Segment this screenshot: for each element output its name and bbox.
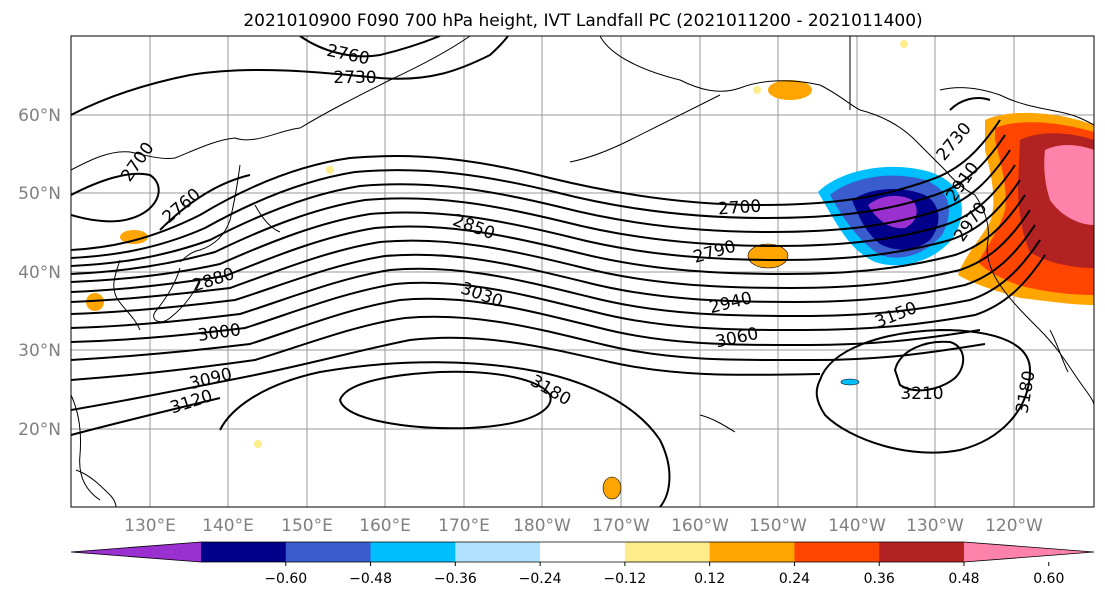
lon-tick: 160°W bbox=[671, 516, 729, 536]
contour-label: 2700 bbox=[717, 197, 762, 220]
colorbar-tick-label: −0.60 bbox=[264, 571, 307, 587]
colorbar-segment bbox=[285, 542, 372, 562]
colorbar-tick-label: −0.48 bbox=[349, 571, 392, 587]
latitude-axis: 60°N 50°N 40°N 30°N 20°N bbox=[18, 106, 61, 440]
colorbar-segment bbox=[201, 542, 287, 562]
lat-tick: 20°N bbox=[18, 420, 61, 440]
colorbar-tick-label: 0.24 bbox=[779, 571, 810, 587]
lon-tick: 150°W bbox=[749, 516, 807, 536]
map-title: 2021010900 F090 700 hPa height, IVT Land… bbox=[243, 11, 922, 31]
colorbar-segment bbox=[709, 542, 795, 562]
colorbar-tick-label: −0.36 bbox=[434, 571, 477, 587]
colorbar-segment bbox=[624, 542, 711, 562]
lon-tick: 140°E bbox=[202, 516, 254, 536]
colorbar-ticks: −0.60 −0.48 −0.36 −0.24 −0.12 0.12 0.24 0.36 0.4… bbox=[264, 562, 1064, 587]
colorbar-extension-low bbox=[71, 542, 201, 562]
lon-tick: 150°E bbox=[281, 516, 333, 536]
height-contours bbox=[71, 36, 1046, 507]
colorbar-segment bbox=[370, 542, 456, 562]
colorbar-tick-label: 0.48 bbox=[948, 571, 979, 587]
lon-tick: 180°W bbox=[513, 516, 571, 536]
colorbar-tick-label: −0.12 bbox=[603, 571, 646, 587]
contour-label: 3210 bbox=[900, 384, 943, 404]
lon-tick: 130°E bbox=[124, 516, 176, 536]
lat-tick: 40°N bbox=[18, 263, 61, 283]
colorbar-segment bbox=[794, 542, 880, 562]
lon-tick: 120°W bbox=[985, 516, 1043, 536]
colorbar-tick-label: −0.24 bbox=[519, 571, 562, 587]
lon-tick: 160°E bbox=[359, 516, 411, 536]
lat-tick: 30°N bbox=[18, 341, 61, 361]
colorbar-outline bbox=[70, 541, 1095, 563]
colorbar-segment bbox=[455, 542, 541, 562]
colorbar-tick-label: 0.36 bbox=[864, 571, 895, 587]
colorbar-extension-high bbox=[964, 542, 1094, 562]
colorbar: −0.60 −0.48 −0.36 −0.24 −0.12 0.12 0.24 0.36 0.4… bbox=[70, 541, 1095, 587]
contour-label: 2730 bbox=[333, 68, 376, 88]
colorbar-tick-label: 0.12 bbox=[694, 571, 725, 587]
colorbar-tick-label: 0.60 bbox=[1033, 571, 1064, 587]
lon-tick: 170°W bbox=[592, 516, 650, 536]
lon-tick: 140°W bbox=[828, 516, 886, 536]
ivt-shading bbox=[86, 40, 1094, 500]
map-panel: 2760 2730 2700 2760 2850 2880 3000 3090 … bbox=[70, 35, 1095, 508]
colorbar-segment bbox=[540, 542, 626, 562]
lat-tick: 50°N bbox=[18, 184, 61, 204]
lat-tick: 60°N bbox=[18, 106, 61, 126]
lon-tick: 130°W bbox=[906, 516, 964, 536]
colorbar-segments bbox=[70, 541, 1095, 563]
longitude-axis: 130°E 140°E 150°E 160°E 170°E 180°W 170°… bbox=[124, 516, 1043, 536]
colorbar-segment bbox=[879, 542, 965, 562]
lon-tick: 170°E bbox=[438, 516, 490, 536]
